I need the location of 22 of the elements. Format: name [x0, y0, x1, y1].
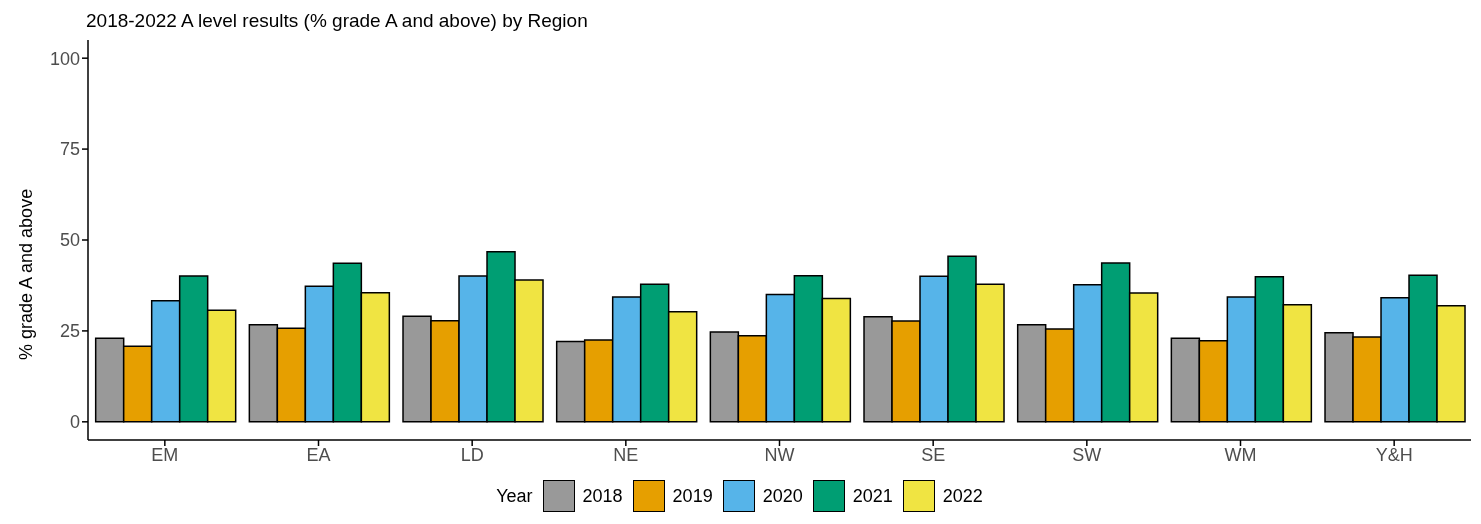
y-tick-label: 75: [59, 139, 80, 160]
x-tick-label: WM: [1224, 444, 1257, 465]
y-tick-label: 25: [59, 321, 80, 342]
x-tick-label: LD: [460, 444, 484, 465]
legend-label: 2020: [762, 485, 803, 507]
x-tick-label: NW: [764, 444, 795, 465]
x-tick-label: SW: [1072, 444, 1102, 465]
legend-label: 2021: [852, 485, 893, 507]
y-tick-label: 100: [49, 48, 80, 69]
x-tick-label: EA: [306, 444, 331, 465]
legend-label: 2019: [672, 485, 713, 507]
x-tick-label: Y&H: [1375, 444, 1413, 465]
legend-label: 2022: [942, 485, 983, 507]
x-tick-label: NE: [613, 444, 639, 465]
x-tick-label: EM: [151, 444, 179, 465]
chart-title: 2018-2022 A level results (% grade A and above) by Region: [86, 10, 588, 32]
y-tick-label: 0: [69, 412, 80, 433]
y-tick-label: 50: [59, 230, 80, 251]
x-tick-label: SE: [921, 444, 946, 465]
legend-title: Year: [496, 485, 533, 507]
y-axis-title: % grade A and above: [16, 188, 37, 360]
legend-label: 2018: [582, 485, 623, 507]
